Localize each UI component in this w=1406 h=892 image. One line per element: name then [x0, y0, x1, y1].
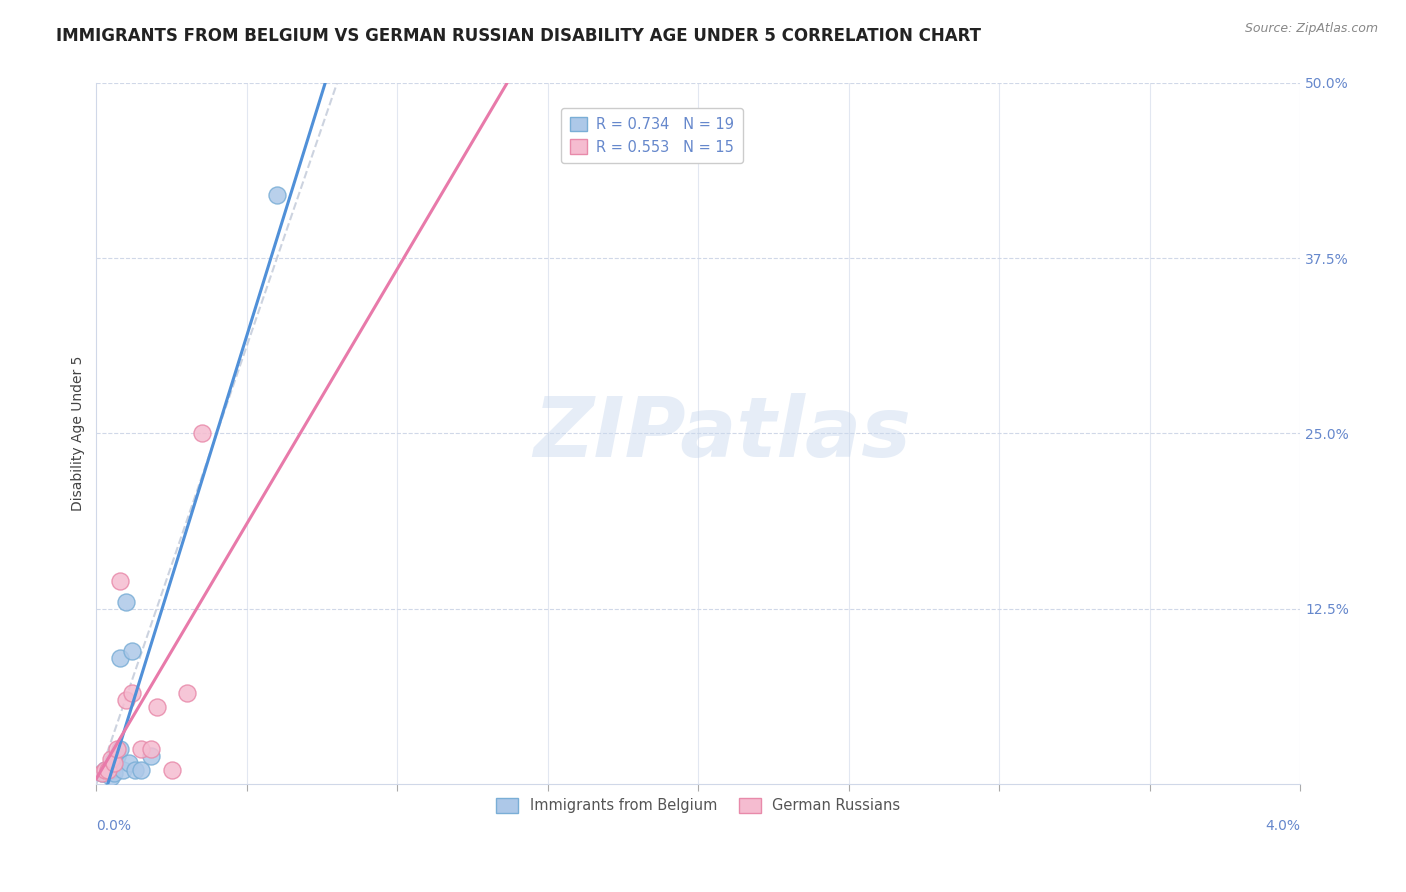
- Legend: Immigrants from Belgium, German Russians: Immigrants from Belgium, German Russians: [491, 792, 907, 819]
- Point: [118, 756, 141, 770]
- Point: [160, 763, 183, 777]
- Point: [97, 763, 120, 777]
- Point: [121, 644, 143, 658]
- Point: [94, 765, 117, 780]
- Point: [94, 763, 117, 777]
- Point: [91, 765, 114, 780]
- Point: [110, 574, 132, 588]
- Point: [110, 651, 132, 665]
- Point: [266, 188, 288, 202]
- Point: [100, 763, 122, 777]
- Point: [103, 756, 125, 770]
- Point: [124, 763, 146, 777]
- Point: [115, 693, 138, 707]
- Point: [103, 752, 125, 766]
- Point: [97, 763, 120, 777]
- Point: [121, 686, 143, 700]
- Point: [100, 770, 122, 784]
- Point: [139, 742, 162, 756]
- Point: [110, 742, 132, 756]
- Point: [107, 742, 129, 756]
- Text: ZIPatlas: ZIPatlas: [533, 393, 911, 474]
- Point: [190, 426, 212, 441]
- Y-axis label: Disability Age Under 5: Disability Age Under 5: [72, 356, 86, 511]
- Point: [139, 749, 162, 764]
- Text: 4.0%: 4.0%: [1265, 819, 1301, 833]
- Point: [107, 749, 129, 764]
- Text: 0.0%: 0.0%: [97, 819, 131, 833]
- Point: [112, 763, 135, 777]
- Text: IMMIGRANTS FROM BELGIUM VS GERMAN RUSSIAN DISABILITY AGE UNDER 5 CORRELATION CHA: IMMIGRANTS FROM BELGIUM VS GERMAN RUSSIA…: [56, 27, 981, 45]
- Point: [103, 765, 125, 780]
- Point: [94, 763, 117, 777]
- Text: Source: ZipAtlas.com: Source: ZipAtlas.com: [1244, 22, 1378, 36]
- Point: [131, 763, 153, 777]
- Point: [115, 595, 138, 609]
- Point: [91, 765, 114, 780]
- Point: [131, 742, 153, 756]
- Point: [100, 752, 122, 766]
- Point: [145, 700, 167, 714]
- Point: [176, 686, 198, 700]
